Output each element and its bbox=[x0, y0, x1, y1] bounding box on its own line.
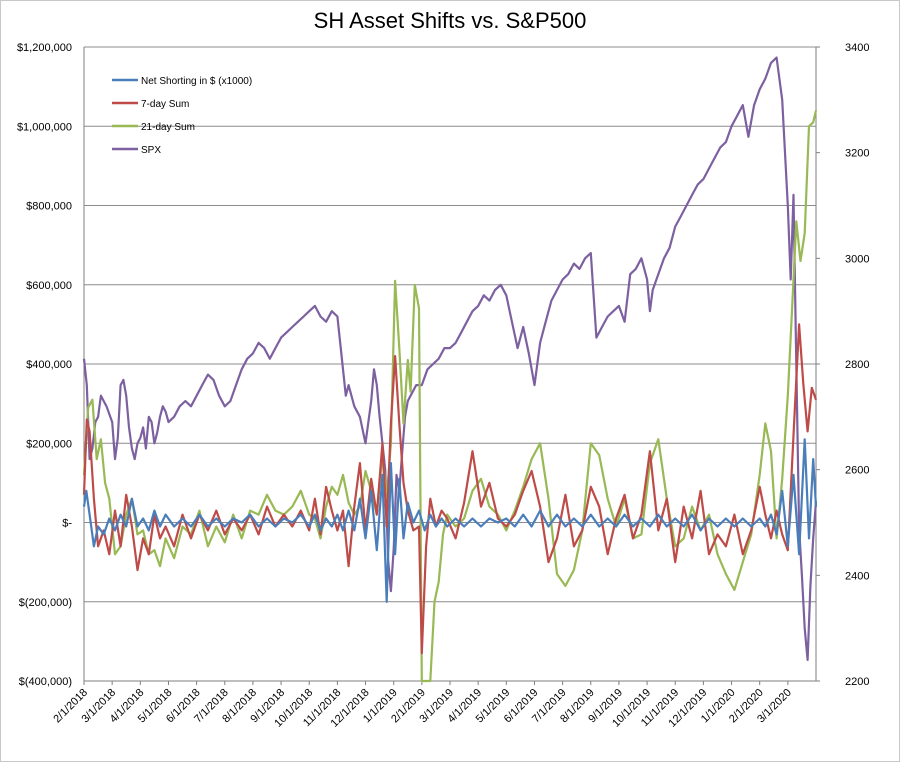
right-tick-label: 2400 bbox=[845, 570, 869, 582]
chart-title: SH Asset Shifts vs. S&P500 bbox=[314, 8, 587, 33]
right-tick-label: 2600 bbox=[845, 465, 869, 477]
legend-label: SPX bbox=[141, 145, 161, 156]
legend-label: 21-day Sum bbox=[141, 122, 195, 133]
right-tick-label: 2200 bbox=[845, 676, 869, 688]
series-line-0 bbox=[82, 438, 818, 603]
legend-label: Net Shorting in $ (x1000) bbox=[141, 76, 252, 87]
left-axis-ticks: $(400,000) $(200,000) $- $200,000 $400,000 $6… bbox=[17, 42, 72, 688]
right-tick-label: 2800 bbox=[845, 359, 869, 371]
left-tick-label: $- bbox=[62, 518, 72, 530]
left-tick-label: $(200,000) bbox=[19, 597, 72, 609]
series-layer bbox=[82, 56, 818, 683]
legend-label: 7-day Sum bbox=[141, 99, 189, 110]
left-tick-label: $400,000 bbox=[26, 359, 72, 371]
right-axis-ticks: 2200 2400 2600 2800 3000 3200 3400 bbox=[816, 42, 869, 688]
left-tick-label: $(400,000) bbox=[19, 676, 72, 688]
left-tick-label: $1,200,000 bbox=[17, 42, 72, 54]
left-tick-label: $600,000 bbox=[26, 280, 72, 292]
right-tick-label: 3000 bbox=[845, 253, 869, 265]
right-tick-label: 3200 bbox=[845, 148, 869, 160]
series-line-3 bbox=[82, 56, 818, 661]
left-tick-label: $200,000 bbox=[26, 438, 72, 450]
left-tick-label: $1,000,000 bbox=[17, 121, 72, 133]
series-line-1 bbox=[82, 323, 818, 655]
legend: Net Shorting in $ (x1000) 7-day Sum 21-day… bbox=[112, 76, 252, 156]
right-tick-label: 3400 bbox=[845, 42, 869, 54]
left-tick-label: $800,000 bbox=[26, 201, 72, 213]
